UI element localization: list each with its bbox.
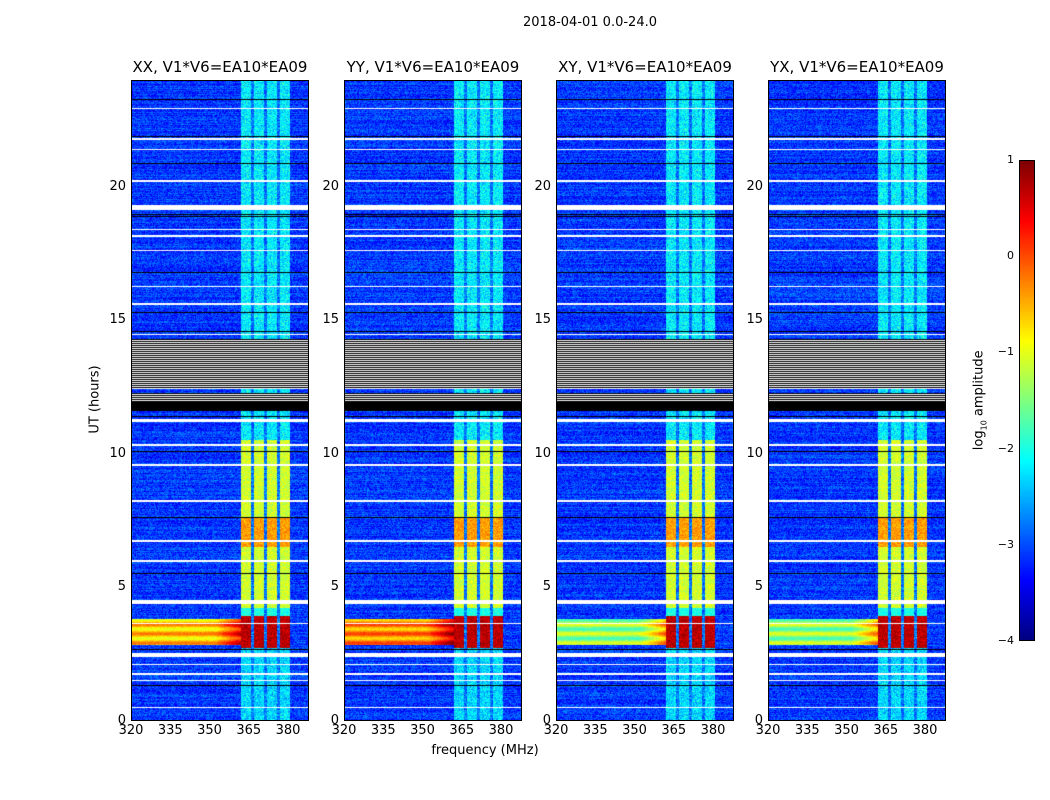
heatmap-canvas	[132, 81, 308, 720]
x-tick-label: 320	[118, 723, 144, 738]
heatmap-canvas	[557, 81, 733, 720]
y-tick-label: 10	[746, 445, 763, 461]
y-tick-label: 15	[534, 312, 551, 328]
y-tick-label: 20	[109, 178, 126, 194]
panel-title: YY, V1*V6=EA10*EA09	[346, 58, 520, 76]
x-tick-label: 320	[331, 723, 357, 738]
y-tick-label: 20	[322, 178, 339, 194]
x-tick-label: 365	[236, 723, 262, 738]
y-tick-label: 15	[322, 312, 339, 328]
x-tick-label: 350	[410, 723, 435, 738]
x-tick-label: 350	[622, 723, 647, 738]
x-tick-label: 365	[873, 723, 899, 738]
y-tick-label: 5	[542, 579, 551, 595]
y-tick-label: 10	[109, 445, 126, 461]
x-tick-label: 335	[157, 723, 183, 738]
y-tick-label: 15	[746, 312, 763, 328]
y-tick-label: 10	[534, 445, 551, 461]
panel-title: YX, V1*V6=EA10*EA09	[770, 58, 944, 76]
colorbar-tick-label: 1	[1007, 153, 1014, 166]
x-tick-label: 380	[275, 723, 301, 738]
colorbar-tick-label: −3	[997, 537, 1014, 551]
heatmap-canvas	[769, 81, 945, 720]
y-axis-label: UT (hours)	[87, 365, 103, 434]
heatmap-canvas	[345, 81, 521, 720]
y-tick-label: 5	[117, 579, 126, 595]
y-tick-label: 20	[746, 178, 763, 194]
x-tick-label: 320	[755, 723, 781, 738]
panel-title: XX, V1*V6=EA10*EA09	[132, 58, 308, 76]
panel-title: XY, V1*V6=EA10*EA09	[558, 58, 732, 76]
colorbar	[1019, 160, 1035, 641]
x-tick-label: 335	[582, 723, 608, 738]
colorbar-tick-label: −4	[997, 634, 1014, 647]
y-tick-label: 0	[330, 713, 339, 728]
colorbar-tick-label: −2	[997, 441, 1014, 455]
figure-title: 2018-04-01 0.0-24.0	[523, 15, 657, 30]
colorbar-tick-label: −1	[997, 345, 1014, 359]
y-tick-label: 15	[109, 312, 126, 328]
spectrogram-panel	[344, 80, 522, 721]
y-tick-label: 5	[754, 579, 763, 595]
y-tick-label: 0	[542, 713, 551, 728]
colorbar-tick-label: 0	[1007, 249, 1014, 263]
y-tick-label: 10	[322, 445, 339, 461]
spectrogram-panel	[131, 80, 309, 721]
y-tick-label: 0	[754, 713, 763, 728]
x-axis-label: frequency (MHz)	[431, 743, 539, 758]
x-tick-label: 365	[449, 723, 475, 738]
x-tick-label: 335	[370, 723, 396, 738]
x-tick-label: 335	[794, 723, 820, 738]
spectrogram-panel	[768, 80, 946, 721]
x-tick-label: 350	[197, 723, 222, 738]
x-tick-label: 380	[912, 723, 938, 738]
x-tick-label: 380	[488, 723, 514, 738]
x-tick-label: 365	[661, 723, 687, 738]
x-tick-label: 350	[834, 723, 859, 738]
y-tick-label: 0	[117, 713, 126, 728]
spectrogram-panel	[556, 80, 734, 721]
x-tick-label: 320	[543, 723, 569, 738]
colorbar-label: log10 amplitude	[971, 350, 989, 451]
y-tick-label: 20	[534, 178, 551, 194]
y-tick-label: 5	[330, 579, 339, 595]
x-tick-label: 380	[700, 723, 726, 738]
